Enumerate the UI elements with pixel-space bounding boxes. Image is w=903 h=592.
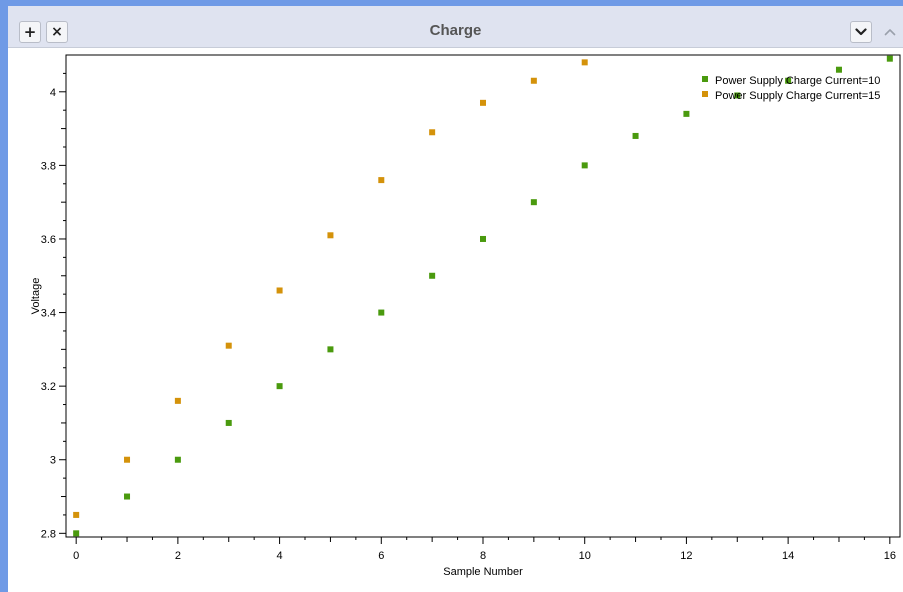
data-point-series-1 (530, 199, 537, 206)
legend-label: Power Supply Charge Current=10 (715, 75, 880, 87)
data-point-series-2 (530, 77, 537, 84)
chart-area (8, 48, 903, 592)
x-tick-label: 6 (378, 550, 384, 562)
x-tick-label: 14 (782, 550, 794, 562)
data-point-series-1 (683, 110, 690, 117)
data-point-series-1 (734, 92, 741, 99)
legend: Power Supply Charge Current=10 Power Supp… (702, 75, 880, 102)
window-frame-top (0, 0, 903, 6)
x-tick-label: 10 (579, 550, 591, 562)
data-point-series-2 (225, 342, 232, 349)
data-point-series-2 (73, 511, 80, 518)
panel-title: Charge (429, 22, 482, 39)
data-point-series-1 (327, 346, 334, 353)
y-axis-label: Voltage (30, 278, 42, 315)
data-point-series-2 (174, 397, 181, 404)
data-point-series-1 (73, 530, 80, 537)
close-button[interactable]: × (46, 21, 68, 43)
y-tick-label: 3.6 (41, 234, 56, 246)
y-tick-label: 2.8 (41, 528, 56, 540)
y-tick-label: 4 (50, 87, 56, 99)
add-button[interactable]: + (19, 21, 41, 43)
legend-label: Power Supply Charge Current=15 (715, 90, 880, 102)
x-axis-label: Sample Number (443, 566, 523, 578)
data-point-series-1 (378, 309, 385, 316)
data-point-series-2 (581, 59, 588, 66)
panel-titlebar: + × Charge (8, 6, 903, 48)
chevron-down-icon (855, 28, 867, 36)
plus-icon: + (23, 23, 37, 41)
data-point-series-1 (124, 493, 131, 500)
data-point-series-1 (480, 235, 486, 242)
x-tick-label: 4 (277, 550, 283, 562)
data-point-series-2 (327, 232, 334, 239)
plot-frame (65, 54, 901, 538)
y-tick-label: 3 (50, 455, 56, 467)
data-point-series-2 (378, 177, 385, 184)
data-point-series-2 (480, 99, 486, 106)
data-point-series-1 (886, 55, 893, 62)
data-point-series-2 (276, 287, 283, 294)
data-point-series-1 (429, 272, 436, 279)
y-tick-label: 3.8 (41, 160, 56, 172)
x-tick-label: 0 (73, 550, 79, 562)
data-point-series-2 (429, 129, 436, 136)
data-point-series-1 (835, 66, 842, 73)
expand-button[interactable] (879, 21, 901, 43)
data-point-series-1 (632, 132, 639, 139)
data-point-series-1 (225, 419, 232, 426)
data-point-series-1 (276, 383, 283, 390)
data-point-series-2 (124, 456, 131, 463)
chevron-up-icon (884, 29, 896, 36)
data-point-series-1 (785, 77, 792, 84)
x-tick-label: 8 (480, 550, 486, 562)
legend-marker (702, 91, 708, 97)
x-tick-label: 2 (175, 550, 181, 562)
window-frame-left (0, 0, 8, 592)
y-tick-label: 3.4 (41, 308, 56, 320)
legend-marker (702, 76, 708, 82)
data-point-series-1 (174, 456, 181, 463)
close-icon: × (51, 24, 63, 40)
y-tick-label: 3.2 (41, 381, 56, 393)
x-tick-label: 16 (884, 550, 896, 562)
x-tick-label: 12 (680, 550, 692, 562)
data-point-series-1 (581, 162, 588, 169)
collapse-button[interactable] (850, 21, 872, 43)
